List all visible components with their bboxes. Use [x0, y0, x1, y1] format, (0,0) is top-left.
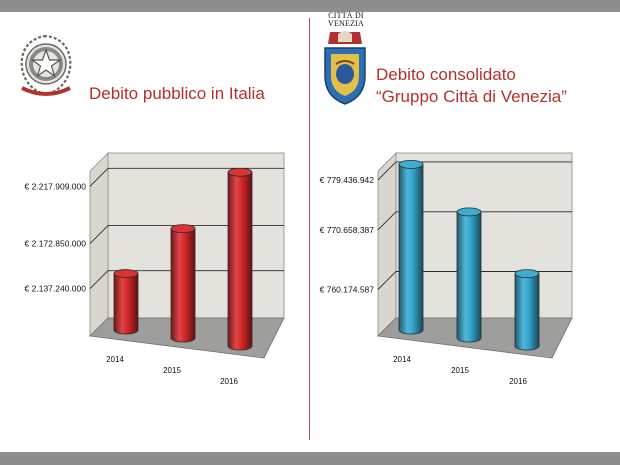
brand-label: CITTÀ DI VENEZIA: [323, 12, 369, 28]
bar-body: [227, 171, 253, 351]
x-tick-label: 2016: [509, 377, 527, 386]
gridline-side: [89, 270, 109, 290]
y-tick-label: € 2.137.240.000: [25, 284, 87, 294]
bar-top: [456, 207, 482, 217]
bar: [456, 207, 482, 343]
chart-back-wall: [395, 152, 573, 319]
bar: [227, 167, 253, 351]
bar: [398, 159, 424, 335]
gridline-side: [377, 211, 397, 231]
bar-body: [170, 228, 196, 343]
bar-top: [398, 159, 424, 169]
left-title: Debito pubblico in Italia: [89, 84, 265, 103]
y-tick-label: € 2.217.909.000: [25, 181, 87, 191]
bar: [170, 224, 196, 343]
chart-venezia-consolidated-debt: € 760.174.587 € 770.658.387 € 779.436.942 2…: [320, 152, 573, 386]
chart-side-wall: [377, 152, 397, 337]
bar-body: [514, 273, 540, 351]
bar-top: [113, 269, 139, 278]
brand-label-line1: CITTÀ DI: [328, 11, 364, 20]
x-tick-label: 2015: [451, 366, 469, 375]
bar-body: [398, 163, 424, 335]
y-tick-label: € 779.436.942: [320, 175, 375, 185]
x-tick-label: 2014: [106, 355, 124, 364]
bar-top: [227, 167, 253, 177]
right-title-line1: Debito consolidato: [376, 65, 516, 84]
bar: [113, 269, 139, 335]
gridline-side: [377, 271, 397, 290]
chart-side-wall: [89, 152, 109, 337]
venezia-coat-of-arms-icon: [324, 31, 366, 105]
bar-body: [113, 273, 139, 335]
gridline-side: [377, 161, 397, 181]
gridline-side: [89, 225, 109, 244]
repubblica-italiana-emblem-icon: [20, 34, 72, 96]
divider-line: [309, 18, 310, 440]
bar-body: [456, 211, 482, 343]
chart-italy-public-debt: € 2.137.240.000 € 2.172.850.000 € 2.217.90…: [25, 152, 285, 386]
right-title-line2: “Gruppo Città di Venezia”: [376, 87, 567, 106]
gridline-side: [89, 168, 109, 187]
y-tick-label: € 770.658.387: [320, 225, 375, 235]
bar-top: [170, 224, 196, 234]
x-tick-label: 2015: [163, 366, 181, 375]
brand-label-line2: VENEZIA: [327, 19, 365, 28]
bar-top: [514, 269, 540, 279]
x-tick-label: 2014: [393, 355, 411, 364]
bar: [514, 269, 540, 351]
y-tick-label: € 2.172.850.000: [25, 239, 87, 249]
y-tick-label: € 760.174.587: [320, 284, 375, 294]
x-tick-label: 2016: [220, 377, 238, 386]
